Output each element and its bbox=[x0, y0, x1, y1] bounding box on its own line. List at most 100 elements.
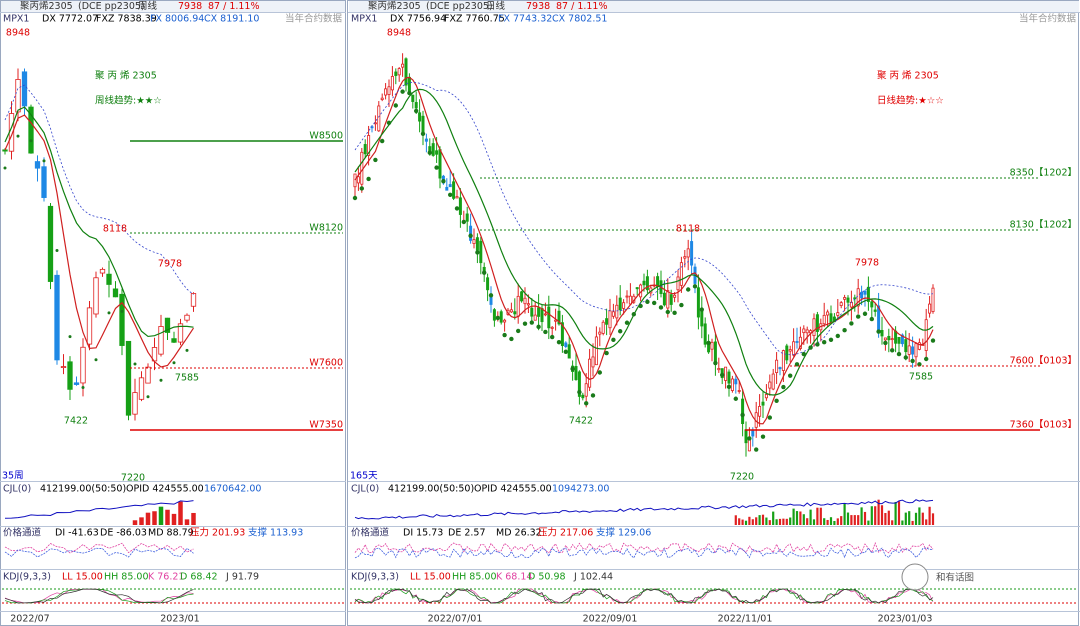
sar-dot bbox=[726, 384, 732, 390]
level-label: W8500 bbox=[309, 131, 343, 142]
volume-bar bbox=[836, 518, 839, 525]
candle-body bbox=[856, 288, 860, 307]
candle-body bbox=[635, 287, 639, 290]
sar-dot bbox=[386, 120, 392, 126]
candle-body bbox=[744, 429, 748, 444]
sar-dot bbox=[185, 348, 189, 352]
sar-dot bbox=[794, 362, 800, 367]
candle-body bbox=[452, 181, 456, 199]
sar-dot bbox=[590, 393, 596, 398]
candle-body bbox=[34, 161, 41, 169]
volume-bar bbox=[826, 519, 829, 525]
volume-bar bbox=[908, 511, 911, 525]
volume-bar bbox=[139, 517, 144, 525]
candle-body bbox=[839, 302, 843, 306]
level-label: 7600【0103】 bbox=[1010, 356, 1077, 367]
candle-body bbox=[560, 322, 564, 347]
candle-body bbox=[455, 196, 459, 199]
candle-body bbox=[798, 336, 802, 349]
volume-bar bbox=[758, 515, 761, 525]
candle-body bbox=[666, 290, 670, 309]
candle-body bbox=[907, 345, 911, 355]
date-label: 2022/07 bbox=[10, 614, 49, 625]
candle-body bbox=[873, 309, 877, 312]
candle-body bbox=[387, 86, 391, 95]
candle-body bbox=[564, 342, 568, 347]
price-annotation: 7978 bbox=[158, 259, 182, 270]
sar-dot bbox=[611, 337, 616, 343]
sar-dot bbox=[720, 372, 725, 378]
candle-body bbox=[360, 151, 364, 185]
candle-body bbox=[778, 367, 782, 370]
volume-bar bbox=[145, 512, 151, 525]
candle-body bbox=[730, 378, 734, 391]
candle-body bbox=[28, 106, 34, 154]
sar-dot bbox=[577, 389, 582, 395]
candle-body bbox=[424, 138, 428, 142]
candle-body bbox=[683, 256, 687, 259]
candle-body bbox=[384, 88, 388, 96]
volume-bar bbox=[901, 520, 904, 525]
candle-body bbox=[421, 115, 425, 133]
candle-body bbox=[914, 343, 918, 358]
label: FXZ 7838.39 bbox=[96, 14, 157, 25]
candle-body bbox=[526, 303, 530, 306]
candle-body bbox=[86, 307, 93, 345]
sar-dot bbox=[393, 103, 398, 108]
volume-bar bbox=[846, 512, 850, 525]
volume-bar bbox=[843, 503, 846, 525]
candle-body bbox=[397, 68, 401, 76]
candle-body bbox=[367, 135, 371, 156]
volume-bar bbox=[870, 506, 873, 525]
candle-body bbox=[775, 359, 779, 373]
candle-body bbox=[690, 241, 694, 266]
volume-bar bbox=[158, 506, 164, 525]
candle-body bbox=[829, 313, 833, 324]
label: 当年合约数据 bbox=[285, 13, 343, 25]
candle-body bbox=[472, 239, 476, 244]
candle-body bbox=[894, 330, 898, 344]
volume-bar bbox=[897, 501, 901, 525]
candle-body bbox=[363, 144, 367, 155]
label: (DCE pp2305) bbox=[426, 1, 493, 12]
candle-body bbox=[516, 295, 520, 317]
price-annotation: 8118 bbox=[676, 224, 700, 235]
volume-bar bbox=[165, 509, 170, 525]
candle-body bbox=[145, 366, 151, 384]
candle-body bbox=[771, 373, 775, 390]
sar-dot bbox=[822, 340, 827, 345]
sar-dot bbox=[29, 139, 33, 143]
sar-dot bbox=[454, 206, 460, 211]
candle-body bbox=[520, 291, 524, 302]
candle-body bbox=[669, 294, 673, 305]
price-annotation: 7978 bbox=[855, 258, 879, 269]
channel-line bbox=[4, 547, 194, 558]
ma-long bbox=[354, 81, 934, 356]
label: 日线 bbox=[486, 0, 506, 12]
candle-body bbox=[734, 378, 738, 385]
candle-body bbox=[435, 150, 439, 155]
candle-body bbox=[768, 381, 772, 389]
volume-bar bbox=[741, 519, 744, 525]
volume-bar bbox=[751, 519, 754, 525]
oi-line bbox=[354, 499, 934, 520]
candle-body bbox=[132, 392, 138, 415]
volume-bar bbox=[857, 515, 860, 525]
label: 聚丙烯2305 bbox=[368, 0, 421, 12]
candle-body bbox=[802, 328, 806, 334]
candle-body bbox=[401, 63, 405, 68]
label: MD 26.32 bbox=[496, 528, 542, 539]
sar-dot bbox=[3, 166, 7, 170]
sar-dot bbox=[522, 321, 528, 326]
candle-body bbox=[601, 321, 605, 334]
candle-body bbox=[618, 297, 622, 311]
sar-dot bbox=[55, 249, 59, 252]
sar-dot bbox=[645, 299, 650, 305]
sar-dot bbox=[801, 351, 806, 357]
volume-bar bbox=[921, 512, 924, 525]
candle-body bbox=[598, 331, 602, 335]
volume-bar bbox=[928, 506, 931, 525]
sar-dot bbox=[733, 396, 738, 401]
label: 1670642.00 bbox=[204, 484, 261, 495]
candle-body bbox=[93, 277, 99, 315]
